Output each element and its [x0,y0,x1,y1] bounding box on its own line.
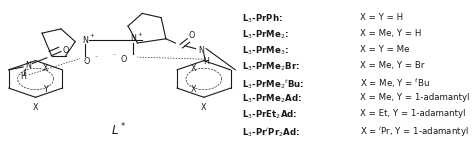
Text: ⁻: ⁻ [112,55,115,60]
Text: O: O [120,55,127,64]
Text: X: X [33,103,38,112]
Text: N: N [25,61,31,70]
Text: L$_3$-PrEt$_2$Ad:: L$_3$-PrEt$_2$Ad: [242,109,297,121]
Text: L$_3$-PrMe$_2$:: L$_3$-PrMe$_2$: [242,29,289,41]
Text: $L^*$: $L^*$ [111,121,126,138]
Text: ⁻: ⁻ [95,56,98,61]
Text: L$_3$-PrMe$_2$Br:: L$_3$-PrMe$_2$Br: [242,61,300,73]
Text: O: O [189,31,195,40]
Text: X: X [191,85,197,94]
Text: +: + [90,33,94,38]
Text: X = Me, Y = 1-adamantyl: X = Me, Y = 1-adamantyl [360,93,470,102]
Text: H: H [203,57,209,66]
Text: X = Me, Y = H: X = Me, Y = H [360,29,421,38]
Text: N: N [130,34,136,43]
Text: X: X [191,64,197,73]
Text: L$_3$-PrPh:: L$_3$-PrPh: [242,13,283,25]
Text: N: N [82,36,88,45]
Text: L$_3$-PrMe$_2$$^t$Bu:: L$_3$-PrMe$_2$$^t$Bu: [242,77,304,91]
Text: L$_3$-PrMe$_2$Ad:: L$_3$-PrMe$_2$Ad: [242,93,301,105]
Text: X = $^i$Pr, Y = 1-adamantyl: X = $^i$Pr, Y = 1-adamantyl [360,125,469,139]
Text: L$_3$-PrMe$_3$:: L$_3$-PrMe$_3$: [242,45,289,57]
Text: Y: Y [43,85,48,94]
Text: X = Y = H: X = Y = H [360,13,403,22]
Text: X = Me, Y = $^t$Bu: X = Me, Y = $^t$Bu [360,77,430,90]
Text: O: O [84,57,90,66]
Text: H: H [20,72,26,81]
Text: X = Et, Y = 1-adamantyl: X = Et, Y = 1-adamantyl [360,109,466,118]
Text: O: O [63,46,69,55]
Text: N: N [199,46,204,55]
Text: X = Me, Y = Br: X = Me, Y = Br [360,61,425,70]
Text: X = Y = Me: X = Y = Me [360,45,410,54]
Text: +: + [137,32,142,37]
Text: X: X [201,103,207,112]
Text: L$_3$-Pr$^i$Pr$_2$Ad:: L$_3$-Pr$^i$Pr$_2$Ad: [242,125,300,139]
Text: X: X [43,64,48,73]
